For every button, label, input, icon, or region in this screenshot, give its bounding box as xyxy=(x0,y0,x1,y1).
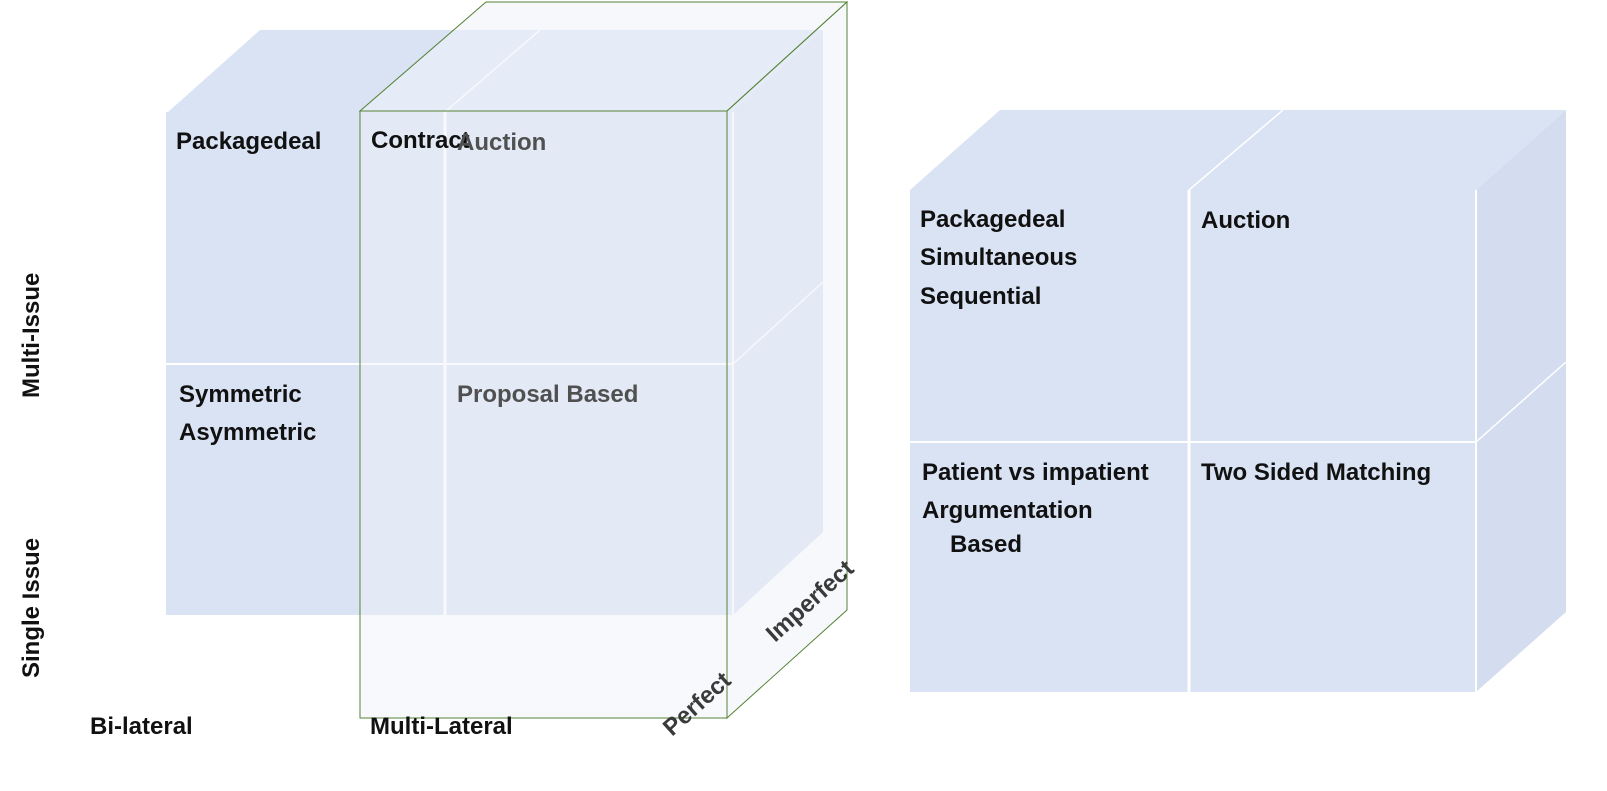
axis-label-bilateral: Bi-lateral xyxy=(90,713,193,740)
left-cell-proposal-based: Proposal Based xyxy=(457,381,638,408)
right-cell-two-sided-matching: Two Sided Matching xyxy=(1201,459,1431,486)
axis-label-single-issue: Single Issue xyxy=(18,538,45,678)
right-cell-argumentation: Argumentation xyxy=(922,497,1093,524)
left-cell-asymmetric: Asymmetric xyxy=(179,419,316,446)
right-cell-simultaneous: Simultaneous xyxy=(920,244,1077,271)
axis-label-multi-issue: Multi-Issue xyxy=(18,273,45,398)
right-cell-auction: Auction xyxy=(1201,207,1290,234)
right-cube-top-divider xyxy=(1188,109,1284,191)
axis-label-multilateral: Multi-Lateral xyxy=(370,713,513,740)
right-cube-side-divider xyxy=(1475,361,1567,443)
right-cube xyxy=(910,109,1567,692)
left-cell-symmetric: Symmetric xyxy=(179,381,302,408)
multilateral-box xyxy=(358,0,849,720)
right-cube-top-face xyxy=(910,110,1566,190)
multilateral-box-front xyxy=(359,110,728,719)
right-cell-packagedeal: Packagedeal xyxy=(920,206,1065,233)
left-cell-contract: Contract xyxy=(371,127,470,154)
right-cell-sequential: Sequential xyxy=(920,283,1041,310)
left-cell-auction: Auction xyxy=(457,129,546,156)
right-cell-patient: Patient vs impatient xyxy=(922,459,1149,486)
left-cell-packagedeal: Packagedeal xyxy=(176,128,321,155)
right-cell-based: Based xyxy=(950,531,1022,558)
